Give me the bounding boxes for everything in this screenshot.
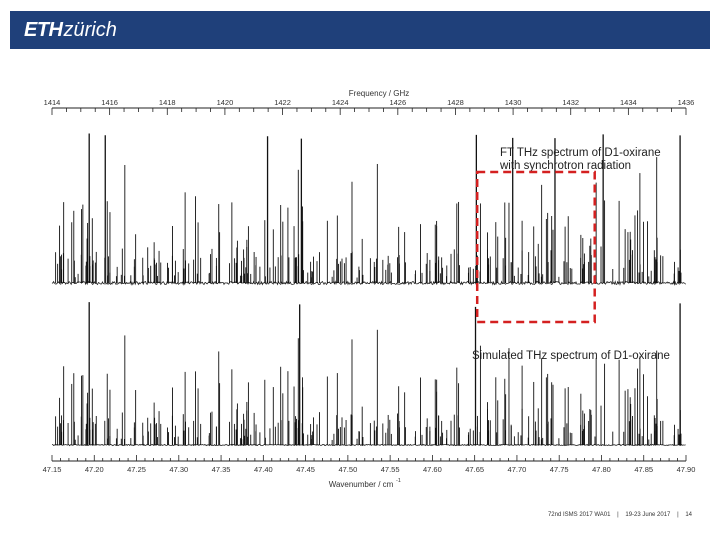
bottom-tick-label: 47.70 [508, 465, 527, 474]
top-tick-label: 1420 [217, 98, 234, 107]
bottom-tick-label: 47.85 [634, 465, 653, 474]
highlight-box [475, 170, 596, 324]
bottom-tick-label: 47.75 [550, 465, 569, 474]
top-axis-title: Frequency / GHz [349, 89, 409, 98]
bottom-tick-label: 47.15 [43, 465, 62, 474]
series-label-measured-line1: FT THz spectrum of D1-oxirane [500, 147, 661, 159]
bottom-tick-label: 47.80 [592, 465, 611, 474]
bottom-axis-title: Wavenumber / cm [329, 480, 394, 489]
bottom-tick-label: 47.60 [423, 465, 442, 474]
top-tick-label: 1418 [159, 98, 176, 107]
top-tick-label: 1434 [620, 98, 637, 107]
bottom-tick-label: 47.25 [127, 465, 146, 474]
page-number: 14 [685, 512, 692, 518]
bottom-wavenumber-axis: 47.15 47.20 47.25 47.30 47.35 47.40 47.45 47.50… [43, 455, 696, 489]
eth-zurich-logo[interactable]: ETHzürich [24, 17, 117, 43]
top-tick-label: 1426 [389, 98, 406, 107]
bottom-tick-label: 47.65 [465, 465, 484, 474]
top-tick-label: 1430 [505, 98, 522, 107]
top-tick-label: 1416 [101, 98, 118, 107]
series-label-simulated: Simulated THz spectrum of D1-oxirane [472, 350, 670, 362]
bottom-tick-label: 47.40 [254, 465, 273, 474]
top-tick-label: 1424 [332, 98, 349, 107]
series-label-measured-line2: with synchrotron radiation [499, 160, 631, 172]
footer-dates: 19-23 June 2017 [625, 512, 671, 518]
top-tick-label: 1428 [447, 98, 464, 107]
logo-zurich: zürich [63, 19, 117, 41]
simulated-spectrum [52, 302, 686, 447]
bottom-tick-label: 47.20 [85, 465, 104, 474]
footer-separator: | [617, 512, 619, 518]
logo-eth: ETH [24, 19, 63, 41]
bottom-tick-label: 47.30 [169, 465, 188, 474]
footer-conference: 72nd ISMS 2017 WA01 [547, 512, 611, 518]
footer-separator: | [677, 512, 679, 518]
bottom-tick-label: 47.35 [212, 465, 231, 474]
top-tick-label: 1436 [678, 98, 695, 107]
bottom-tick-label: 47.50 [338, 465, 357, 474]
header-bar: ETHzürich [10, 11, 710, 49]
bottom-tick-label: 47.55 [381, 465, 400, 474]
top-tick-label: 1414 [44, 98, 61, 107]
bottom-tick-label: 47.45 [296, 465, 315, 474]
top-tick-label: 1422 [274, 98, 291, 107]
bottom-tick-label: 47.90 [677, 465, 696, 474]
bottom-axis-title-superscript: -1 [396, 478, 401, 484]
footer: 72nd ISMS 2017 WA01 | 19-23 June 2017 | … [543, 512, 692, 518]
top-tick-label: 1432 [562, 98, 579, 107]
top-frequency-axis: 1414 1416 1418 1420 1422 1424 1426 1428 1430 1432… [44, 89, 695, 115]
measured-spectrum [51, 133, 686, 286]
